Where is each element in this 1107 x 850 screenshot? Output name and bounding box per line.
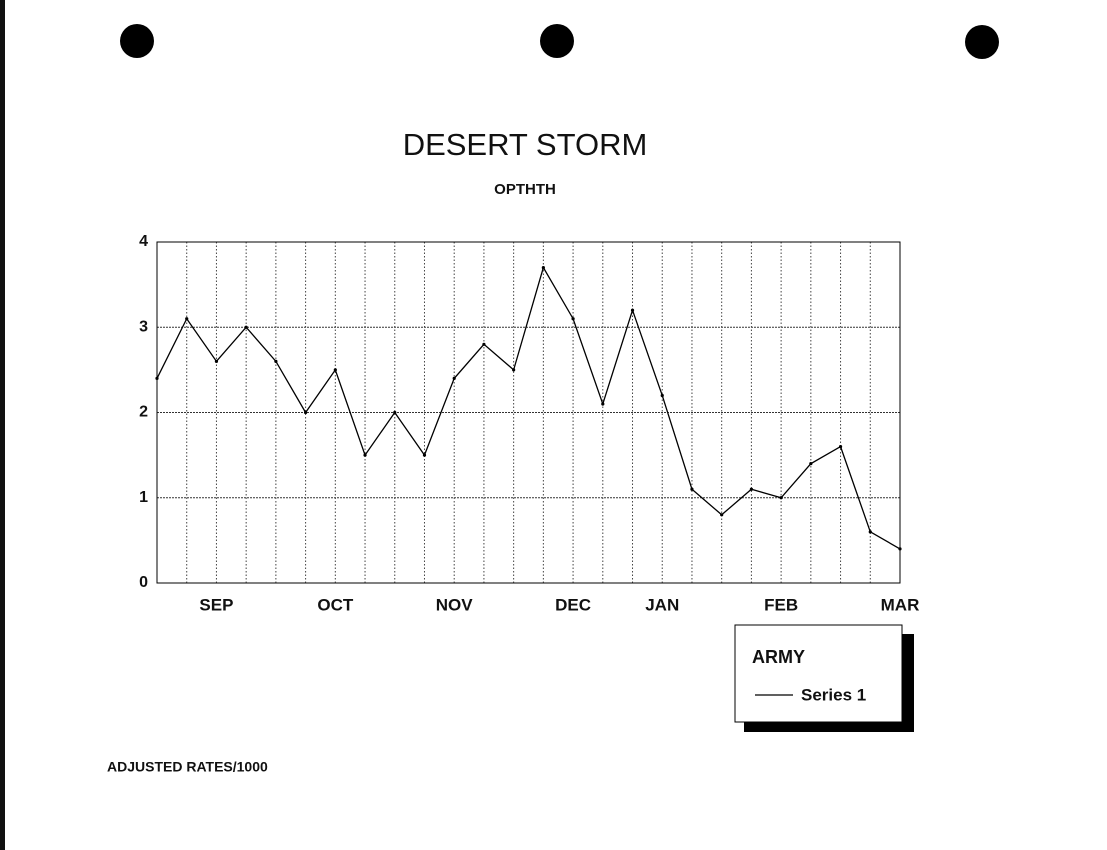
data-point — [690, 487, 694, 491]
legend-label: Series 1 — [801, 685, 866, 704]
x-tick-label: FEB — [764, 595, 798, 614]
data-point — [541, 265, 545, 270]
y-tick-label: 3 — [139, 318, 148, 335]
data-point — [809, 462, 813, 466]
data-point — [244, 325, 248, 329]
punch-hole — [540, 24, 574, 58]
data-point — [452, 376, 456, 380]
data-point — [601, 402, 605, 406]
data-point — [571, 317, 575, 321]
data-point — [779, 496, 783, 500]
data-point — [660, 393, 664, 398]
legend-title: ARMY — [752, 647, 805, 667]
data-point — [720, 513, 724, 517]
data-point — [630, 308, 635, 312]
legend-box — [734, 624, 903, 723]
y-tick-label: 1 — [139, 489, 148, 506]
data-point — [393, 410, 397, 415]
data-point — [185, 317, 189, 321]
chart-subtitle: OPTHTH — [494, 181, 556, 198]
data-point — [482, 342, 486, 346]
data-point — [333, 368, 337, 372]
punch-hole — [120, 24, 154, 58]
x-tick-label: MAR — [881, 595, 920, 614]
x-tick-label: OCT — [317, 595, 354, 614]
data-point — [838, 445, 843, 449]
data-point — [512, 368, 516, 372]
x-tick-label: SEP — [199, 595, 233, 614]
data-point — [155, 376, 159, 380]
y-tick-label: 0 — [139, 574, 148, 591]
data-point — [868, 530, 872, 534]
data-point — [898, 547, 902, 551]
data-point — [422, 453, 427, 457]
data-point — [304, 410, 308, 415]
data-point — [274, 359, 278, 363]
x-tick-label: NOV — [436, 595, 474, 614]
punch-hole — [965, 25, 999, 59]
series-line — [156, 265, 901, 550]
y-tick-label: 4 — [139, 233, 148, 250]
data-point — [214, 359, 219, 363]
x-tick-label: JAN — [645, 595, 679, 614]
x-tick-label: DEC — [555, 595, 591, 614]
data-point — [363, 453, 367, 457]
footnote: ADJUSTED RATES/1000 — [107, 759, 268, 775]
y-tick-label: 2 — [139, 404, 148, 421]
plot-frame — [156, 241, 901, 584]
scan-edge — [0, 0, 5, 850]
data-point — [749, 487, 754, 491]
chart-title: DESERT STORM — [403, 127, 648, 162]
